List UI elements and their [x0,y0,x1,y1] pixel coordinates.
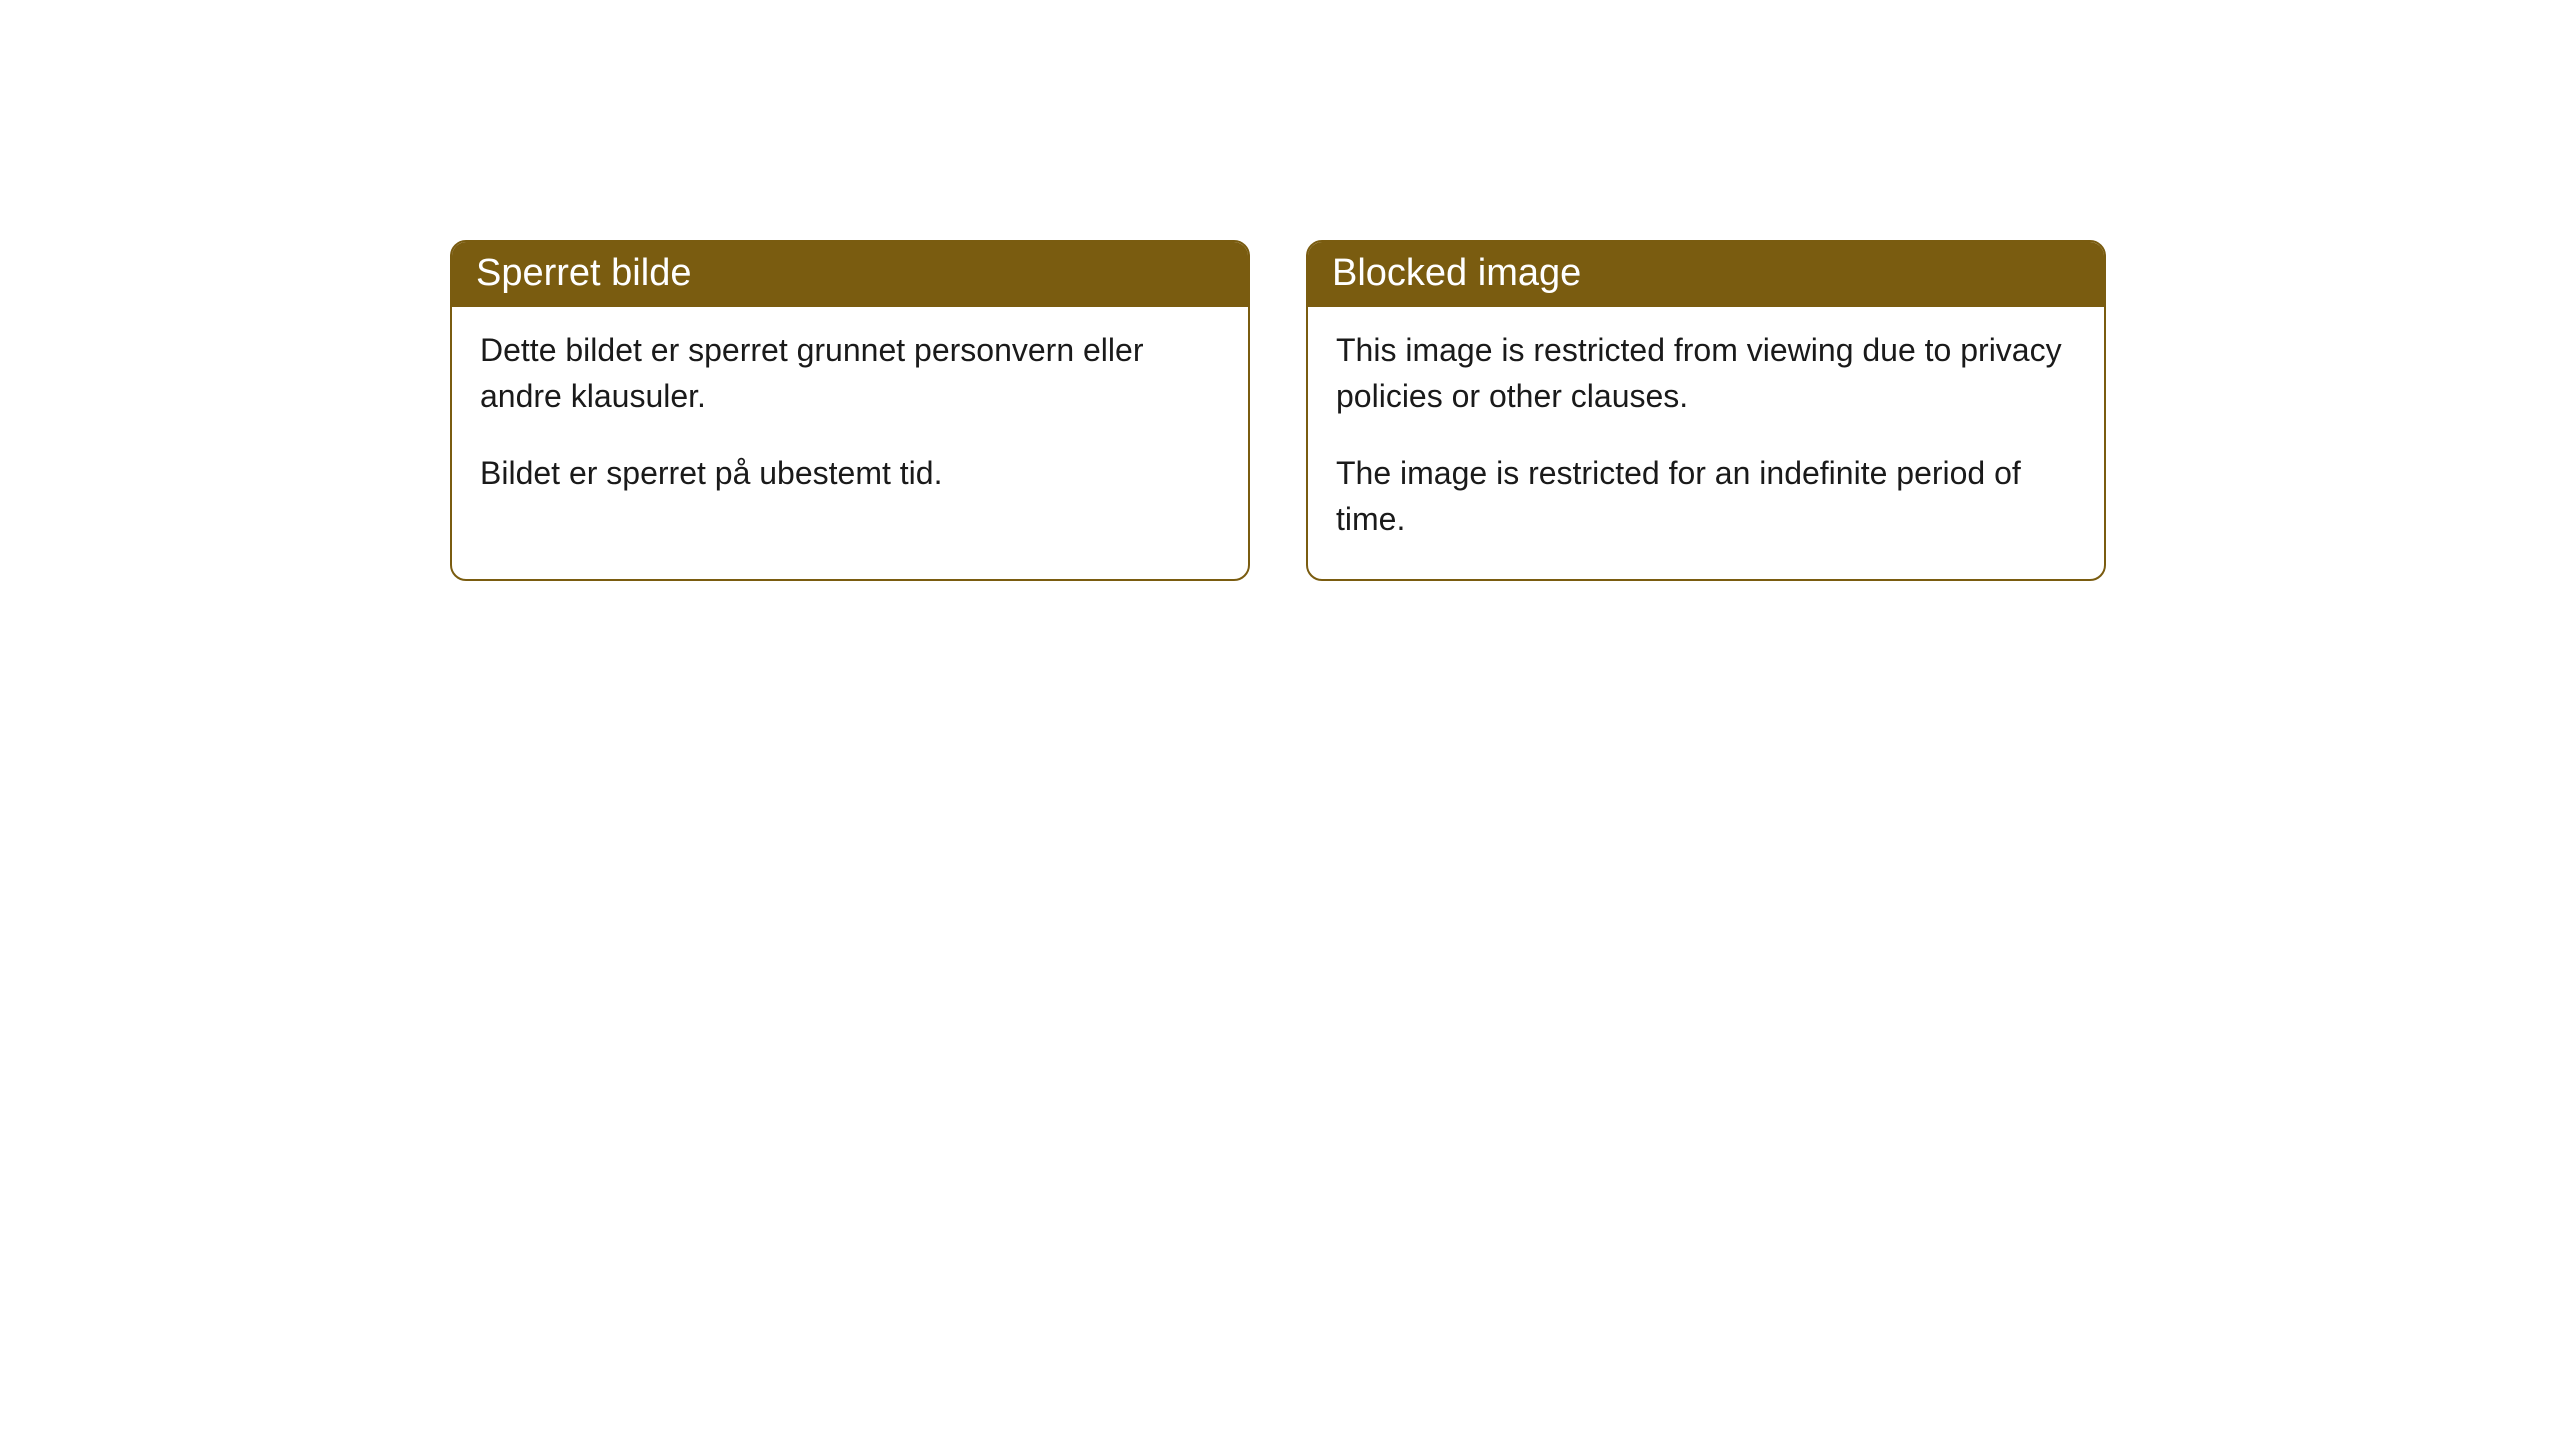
card-body: This image is restricted from viewing du… [1308,307,2104,579]
card-norwegian: Sperret bilde Dette bildet er sperret gr… [450,240,1250,581]
card-paragraph: Dette bildet er sperret grunnet personve… [480,327,1220,420]
card-english: Blocked image This image is restricted f… [1306,240,2106,581]
card-header: Sperret bilde [452,242,1248,307]
card-header: Blocked image [1308,242,2104,307]
card-body: Dette bildet er sperret grunnet personve… [452,307,1248,532]
cards-container: Sperret bilde Dette bildet er sperret gr… [450,240,2560,581]
card-paragraph: The image is restricted for an indefinit… [1336,450,2076,543]
card-paragraph: This image is restricted from viewing du… [1336,327,2076,420]
card-paragraph: Bildet er sperret på ubestemt tid. [480,450,1220,496]
